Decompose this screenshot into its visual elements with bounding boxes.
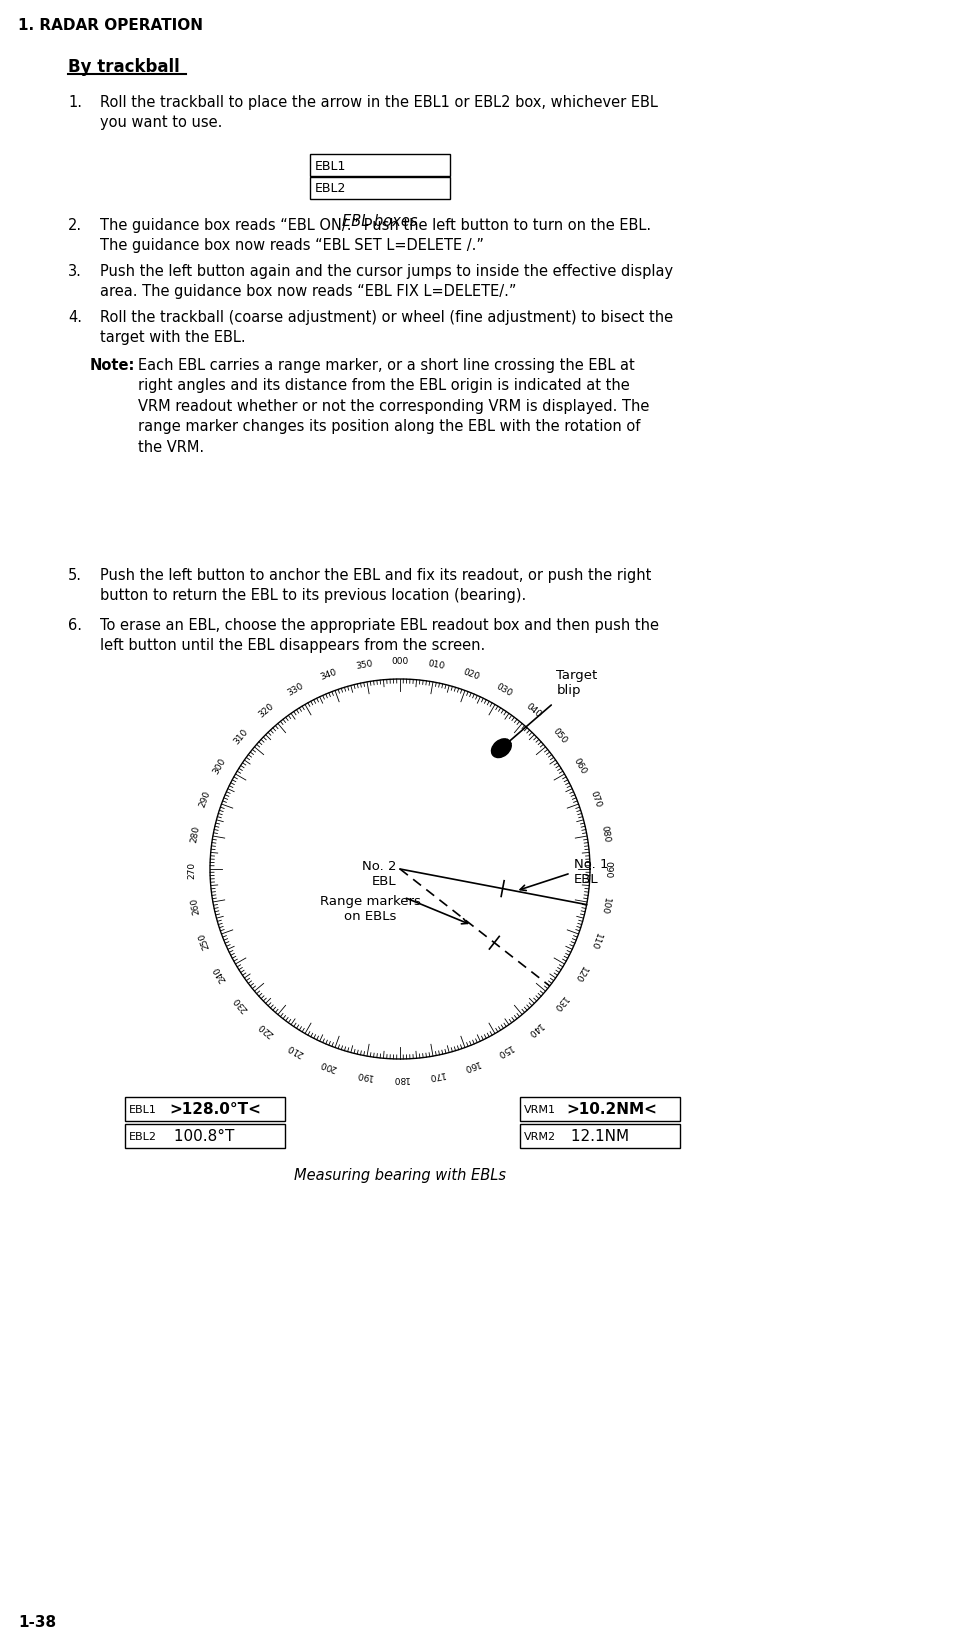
Text: 3.: 3.: [68, 264, 81, 279]
Text: Measuring bearing with EBLs: Measuring bearing with EBLs: [294, 1167, 506, 1182]
Bar: [310, 155, 450, 176]
Text: 060: 060: [572, 756, 588, 775]
Text: Range markers
on EBLs: Range markers on EBLs: [320, 894, 421, 922]
Text: 270: 270: [187, 862, 197, 878]
Text: 350: 350: [355, 659, 373, 671]
Text: 080: 080: [599, 824, 610, 842]
Text: 100: 100: [599, 896, 610, 916]
Text: 240: 240: [211, 965, 228, 982]
Text: No. 2
EBL: No. 2 EBL: [362, 860, 397, 888]
Text: 280: 280: [189, 824, 202, 842]
Text: Target
blip: Target blip: [556, 669, 598, 697]
Text: Push the left button to anchor the EBL and fix its readout, or push the right
bu: Push the left button to anchor the EBL a…: [100, 568, 651, 604]
Text: EBL2: EBL2: [129, 1131, 157, 1141]
Bar: [125, 1124, 285, 1149]
Text: 330: 330: [286, 681, 305, 697]
Text: 300: 300: [211, 756, 228, 775]
Text: 1.: 1.: [68, 95, 82, 109]
Ellipse shape: [491, 739, 512, 759]
Text: VRM2: VRM2: [524, 1131, 556, 1141]
Text: Roll the trackball (coarse adjustment) or wheel (fine adjustment) to bisect the
: Roll the trackball (coarse adjustment) o…: [100, 310, 673, 346]
Text: EBL boxes: EBL boxes: [342, 214, 418, 228]
Text: VRM1: VRM1: [524, 1105, 556, 1115]
Text: 160: 160: [461, 1058, 481, 1072]
Text: 2.: 2.: [68, 217, 82, 233]
Text: 12.1NM: 12.1NM: [566, 1129, 629, 1144]
Bar: [310, 178, 450, 199]
Text: 020: 020: [461, 667, 481, 681]
Text: 170: 170: [426, 1069, 446, 1080]
Text: By trackball: By trackball: [68, 59, 180, 77]
Text: 340: 340: [319, 667, 338, 681]
Text: 130: 130: [550, 994, 569, 1012]
Text: >128.0°T<: >128.0°T<: [169, 1102, 261, 1116]
Text: 150: 150: [494, 1041, 514, 1058]
Text: 120: 120: [572, 965, 588, 982]
Text: 210: 210: [286, 1041, 305, 1058]
Text: 200: 200: [319, 1058, 338, 1072]
Text: 320: 320: [257, 702, 276, 720]
Text: Roll the trackball to place the arrow in the EBL1 or EBL2 box, whichever EBL
you: Roll the trackball to place the arrow in…: [100, 95, 658, 131]
Text: 070: 070: [588, 788, 603, 808]
Text: 6.: 6.: [68, 617, 82, 633]
Text: 310: 310: [232, 726, 250, 746]
Text: 260: 260: [189, 896, 202, 916]
Text: 250: 250: [198, 930, 211, 950]
Text: EBL1: EBL1: [315, 160, 346, 173]
Text: 040: 040: [524, 702, 544, 720]
Text: 5.: 5.: [68, 568, 82, 583]
Text: 220: 220: [257, 1020, 276, 1038]
Text: 100.8°T: 100.8°T: [169, 1129, 234, 1144]
Text: 4.: 4.: [68, 310, 82, 325]
Text: 140: 140: [524, 1020, 544, 1038]
Bar: [520, 1097, 680, 1121]
Text: Note:: Note:: [90, 357, 136, 372]
Text: 030: 030: [494, 681, 514, 697]
Text: No. 1
EBL: No. 1 EBL: [574, 857, 609, 886]
Text: Push the left button again and the cursor jumps to inside the effective display
: Push the left button again and the curso…: [100, 264, 673, 299]
Text: EBL2: EBL2: [315, 183, 346, 196]
Text: The guidance box reads “EBL ON/.” Push the left button to turn on the EBL.
The g: The guidance box reads “EBL ON/.” Push t…: [100, 217, 651, 253]
Text: EBL1: EBL1: [129, 1105, 157, 1115]
Text: 000: 000: [391, 658, 409, 666]
Text: 110: 110: [588, 930, 603, 950]
Bar: [125, 1097, 285, 1121]
Text: Each EBL carries a range marker, or a short line crossing the EBL at
right angle: Each EBL carries a range marker, or a sh…: [138, 357, 649, 454]
Text: 090: 090: [604, 860, 612, 878]
Text: 180: 180: [391, 1072, 409, 1082]
Text: 190: 190: [355, 1069, 373, 1080]
Text: 1. RADAR OPERATION: 1. RADAR OPERATION: [18, 18, 203, 33]
Text: 290: 290: [198, 788, 211, 808]
Text: >10.2NM<: >10.2NM<: [566, 1102, 657, 1116]
Text: 010: 010: [426, 659, 446, 671]
Text: 1-38: 1-38: [18, 1614, 56, 1629]
Text: To erase an EBL, choose the appropriate EBL readout box and then push the
left b: To erase an EBL, choose the appropriate …: [100, 617, 659, 653]
Bar: [520, 1124, 680, 1149]
Text: 050: 050: [550, 726, 569, 746]
Text: 230: 230: [232, 994, 250, 1012]
